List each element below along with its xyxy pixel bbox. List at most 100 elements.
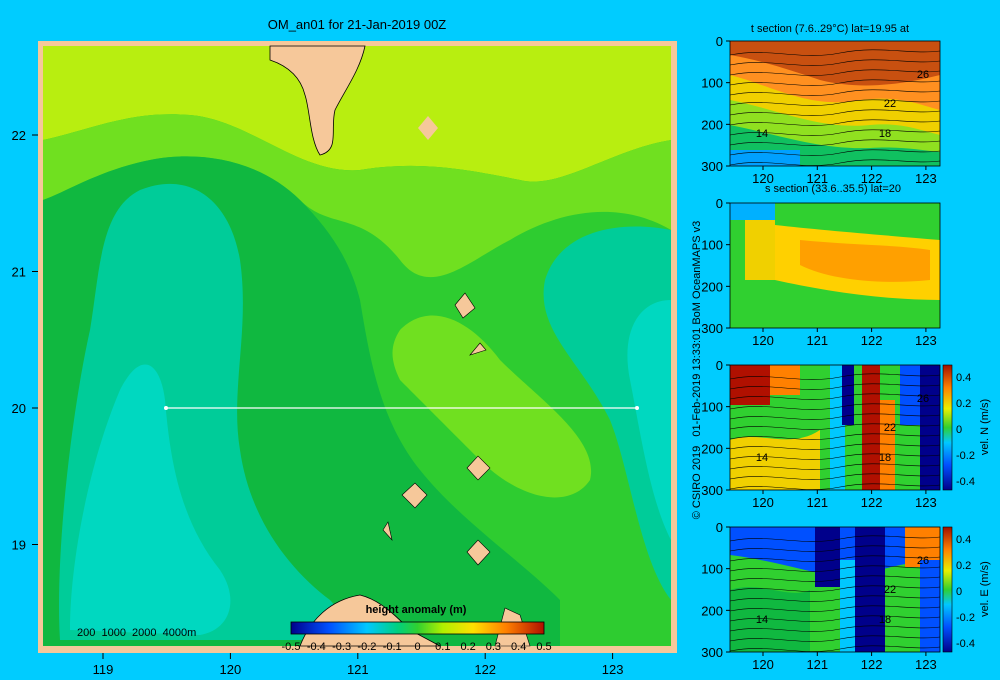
depth-tick-label: 100 <box>701 400 723 415</box>
contour-line <box>729 79 941 86</box>
contour-line <box>729 473 941 480</box>
contour-line <box>729 99 941 106</box>
anomaly-band-mid <box>43 114 671 278</box>
vel-tick-label: -0.2 <box>956 612 975 624</box>
contour-line <box>729 545 941 552</box>
depth-tick-label: 100 <box>701 238 723 253</box>
map-y-tick-label: 19 <box>12 538 26 553</box>
panel-frame <box>729 364 941 491</box>
lon-tick-label: 122 <box>861 657 883 672</box>
contour-line <box>729 373 941 380</box>
colorbar: height anomaly (m) -0.5 -0.4 -0.3 -0.2 -0.1 0… <box>282 604 552 653</box>
depth-tick-label: 200 <box>701 441 723 456</box>
contour-line <box>729 149 941 156</box>
contour-line <box>729 393 941 400</box>
credit-text: © CSIRO 2019 01-Feb-2019 13:33:01 BoM Oc… <box>691 221 703 520</box>
contour-line <box>729 645 941 652</box>
depth-tick-label: 0 <box>716 34 723 49</box>
land-island-2 <box>454 292 476 319</box>
contour-line <box>729 139 941 146</box>
vel-n-label: vel. N (m/s) <box>979 399 991 455</box>
contour-line <box>729 595 941 602</box>
colorbar-tick-label: -0.2 <box>357 641 376 653</box>
map-x-tick-label: 121 <box>347 662 369 677</box>
depth-tick-label: 100 <box>701 562 723 577</box>
anomaly-band-central <box>392 315 592 498</box>
panel-frame <box>729 202 941 329</box>
depth-tick-label: 200 <box>701 603 723 618</box>
vel-tick-label: 0.4 <box>956 372 971 384</box>
depth-tick-label: 0 <box>716 520 723 535</box>
contour-line <box>729 555 941 562</box>
contour-line <box>729 565 941 572</box>
anomaly-band-high <box>43 46 671 182</box>
land-island-1 <box>418 116 438 140</box>
lon-tick-label: 122 <box>861 495 883 510</box>
vel-tick-label: 0.2 <box>956 398 971 410</box>
colorbar-tick-label: -0.4 <box>307 641 326 653</box>
contour-line <box>729 575 941 582</box>
lon-tick-label: 122 <box>861 171 883 186</box>
map-title: OM_an01 for 21-Jan-2019 00Z <box>268 17 447 32</box>
s-section-title: s section (33.6..35.5) lat=20 <box>765 183 901 195</box>
contour-line <box>729 59 941 66</box>
colorbar-tick-label: 0 <box>414 641 420 653</box>
depth-tick-label: 200 <box>701 279 723 294</box>
contour-line <box>729 403 941 410</box>
lon-tick-label: 120 <box>752 495 774 510</box>
map-x-tick-label: 122 <box>474 662 496 677</box>
contour-line <box>729 535 941 542</box>
vel-tick-label: 0 <box>956 586 962 598</box>
colorbar-tick-label: 0.1 <box>435 641 450 653</box>
t-contours: 26 22 18 14 <box>729 49 941 166</box>
vel-n-contours: 26 22 18 14 <box>729 373 941 490</box>
lon-tick-label: 120 <box>752 657 774 672</box>
contour-line <box>729 109 941 116</box>
colorbar-tick-label: 0.5 <box>536 641 551 653</box>
t-section-title: t section (7.6..29°C) lat=19.95 at <box>751 23 909 35</box>
contour-line <box>729 635 941 642</box>
colorbar-tick-label: 0.3 <box>486 641 501 653</box>
colorbar-ramp <box>290 621 545 635</box>
panel-frame <box>729 526 941 653</box>
height-anomaly-map: 200 1000 2000 4000m <box>38 41 677 653</box>
map-y-tick-label: 22 <box>12 128 26 143</box>
vel-n-colorbar: 0.4 0.2 0 -0.2 -0.4 vel. N (m/s) <box>942 364 991 491</box>
lon-tick-label: 120 <box>752 333 774 348</box>
contour-line <box>729 159 941 166</box>
contour-label: 26 <box>917 393 929 405</box>
map-x-tick-label: 123 <box>602 662 624 677</box>
contour-label: 22 <box>884 584 896 596</box>
contour-label: 14 <box>756 452 768 464</box>
land-island-7 <box>466 539 491 566</box>
vel-tick-label: -0.2 <box>956 450 975 462</box>
colorbar-tick-label: -0.1 <box>383 641 402 653</box>
land-island-5 <box>401 482 428 509</box>
vel-e-label: vel. E (m/s) <box>979 561 991 617</box>
land-island-6 <box>382 521 393 542</box>
contour-line <box>729 453 941 460</box>
land-island-4 <box>466 455 491 481</box>
contour-line <box>729 615 941 622</box>
contour-line <box>729 443 941 450</box>
contour-line <box>729 129 941 136</box>
lon-tick-label: 121 <box>806 495 828 510</box>
contour-label: 22 <box>884 98 896 110</box>
contour-label: 26 <box>917 555 929 567</box>
section-line <box>164 406 639 410</box>
lon-tick-label: 123 <box>915 333 937 348</box>
s-section-panel <box>730 203 940 328</box>
vel-tick-label: -0.4 <box>956 476 975 488</box>
contour-line <box>729 433 941 440</box>
contour-label: 18 <box>879 614 891 626</box>
eddy-west-core <box>70 364 231 635</box>
depth-tick-label: 300 <box>701 321 723 336</box>
contour-line <box>729 625 941 632</box>
depth-tick-label: 0 <box>716 358 723 373</box>
eddy-east-core <box>627 300 671 540</box>
lon-tick-label: 121 <box>806 333 828 348</box>
contour-label: 26 <box>917 69 929 81</box>
colorbar-tick-label: 0.4 <box>511 641 526 653</box>
map-y-tick-label: 20 <box>12 401 26 416</box>
depth-tick-label: 200 <box>701 117 723 132</box>
